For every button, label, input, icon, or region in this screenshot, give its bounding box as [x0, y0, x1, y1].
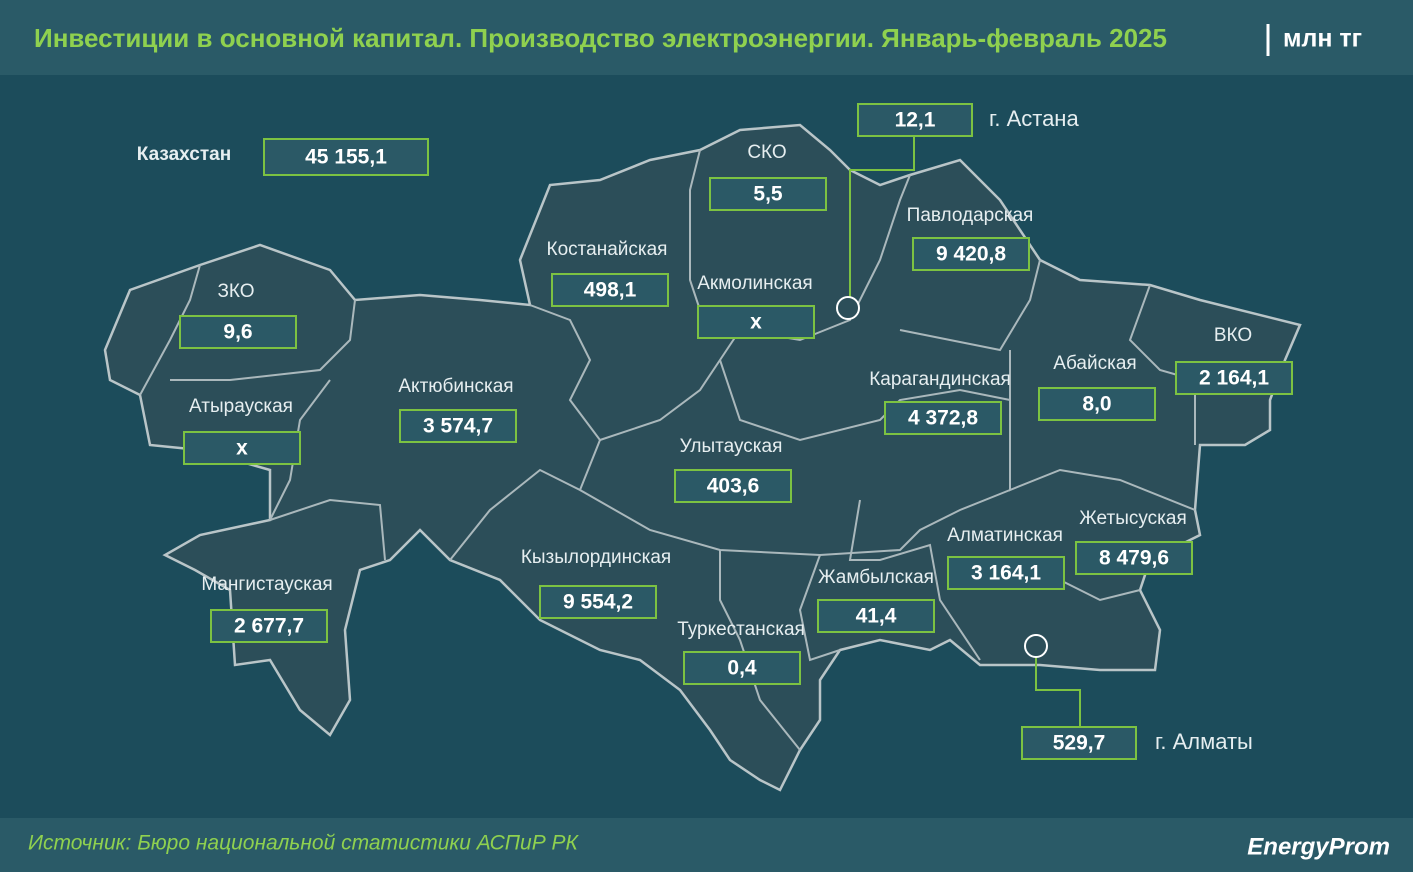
country-outline: [103, 123, 1302, 792]
value-label: 498,1: [584, 279, 637, 302]
value-box: [857, 103, 973, 137]
value-label: 529,7: [1053, 732, 1106, 755]
value-box: [551, 273, 669, 307]
region-name: Абайская: [1053, 353, 1136, 374]
title: Инвестиции в основной капитал. Производс…: [34, 23, 1167, 53]
value-box: [1175, 361, 1293, 395]
value-label: 45 155,1: [305, 146, 387, 169]
value-label: 3 164,1: [971, 562, 1041, 585]
value-label: 12,1: [895, 109, 936, 132]
region-name: Жамбылская: [818, 567, 934, 588]
header-band: [0, 0, 1413, 75]
value-label: 9,6: [223, 321, 252, 344]
value-label: x: [750, 311, 762, 334]
value-label: 403,6: [707, 475, 760, 498]
value-box: [263, 138, 429, 176]
value-box: [884, 401, 1002, 435]
source: Источник: Бюро национальной статистики А…: [28, 832, 580, 855]
value-label: 8 479,6: [1099, 547, 1169, 570]
value-label: 2 677,7: [234, 615, 304, 638]
value-label: 3 574,7: [423, 415, 493, 438]
value-box: [683, 651, 801, 685]
value-box: [1075, 541, 1193, 575]
value-label: 9 420,8: [936, 243, 1006, 266]
value-box: [674, 469, 792, 503]
country-name: Казахстан: [137, 144, 231, 165]
value-box: [947, 556, 1065, 590]
region-name: Карагандинская: [869, 369, 1011, 390]
value-box: [709, 177, 827, 211]
value-box: [399, 409, 517, 443]
value-label: 2 164,1: [1199, 367, 1269, 390]
value-label: 9 554,2: [563, 591, 633, 614]
region-name: Костанайская: [547, 239, 668, 260]
region-name: СКО: [747, 142, 786, 163]
logo: EnergyProm: [1247, 833, 1390, 860]
value-box: [183, 431, 301, 465]
city-name: г. Алматы: [1155, 729, 1253, 754]
region-name: Кызылординская: [521, 547, 671, 568]
region-name: Акмолинская: [697, 273, 812, 294]
value-box: [1038, 387, 1156, 421]
region-name: Атырауская: [189, 396, 293, 417]
value-box: [1021, 726, 1137, 760]
value-box: [210, 609, 328, 643]
value-box: [179, 315, 297, 349]
value-box: [912, 237, 1030, 271]
value-box: [817, 599, 935, 633]
region-name: Улытауская: [680, 436, 783, 457]
region-name: Жетысуская: [1079, 508, 1186, 529]
region-borders: [139, 149, 1196, 751]
value-label: 8,0: [1082, 393, 1111, 416]
value-box: [539, 585, 657, 619]
value-label: 5,5: [753, 183, 783, 206]
value-box: [697, 305, 815, 339]
value-label: 4 372,8: [908, 407, 978, 430]
almaty-connector: [1024, 634, 1081, 727]
region-name: ЗКО: [217, 281, 254, 302]
value-label: 0,4: [727, 657, 757, 680]
unit: млн тг: [1283, 25, 1362, 53]
region-name: Мангистауская: [201, 574, 332, 595]
value-label: x: [236, 437, 248, 460]
astana-connector: [836, 136, 915, 320]
region-name: Павлодарская: [907, 205, 1034, 226]
region-name: Алматинская: [947, 525, 1063, 546]
region-name: ВКО: [1214, 325, 1252, 346]
city-name: г. Астана: [989, 106, 1079, 131]
footer-band: [0, 818, 1413, 872]
region-name: Актюбинская: [398, 376, 513, 397]
region-name: Туркестанская: [677, 619, 805, 640]
value-label: 41,4: [856, 605, 897, 628]
